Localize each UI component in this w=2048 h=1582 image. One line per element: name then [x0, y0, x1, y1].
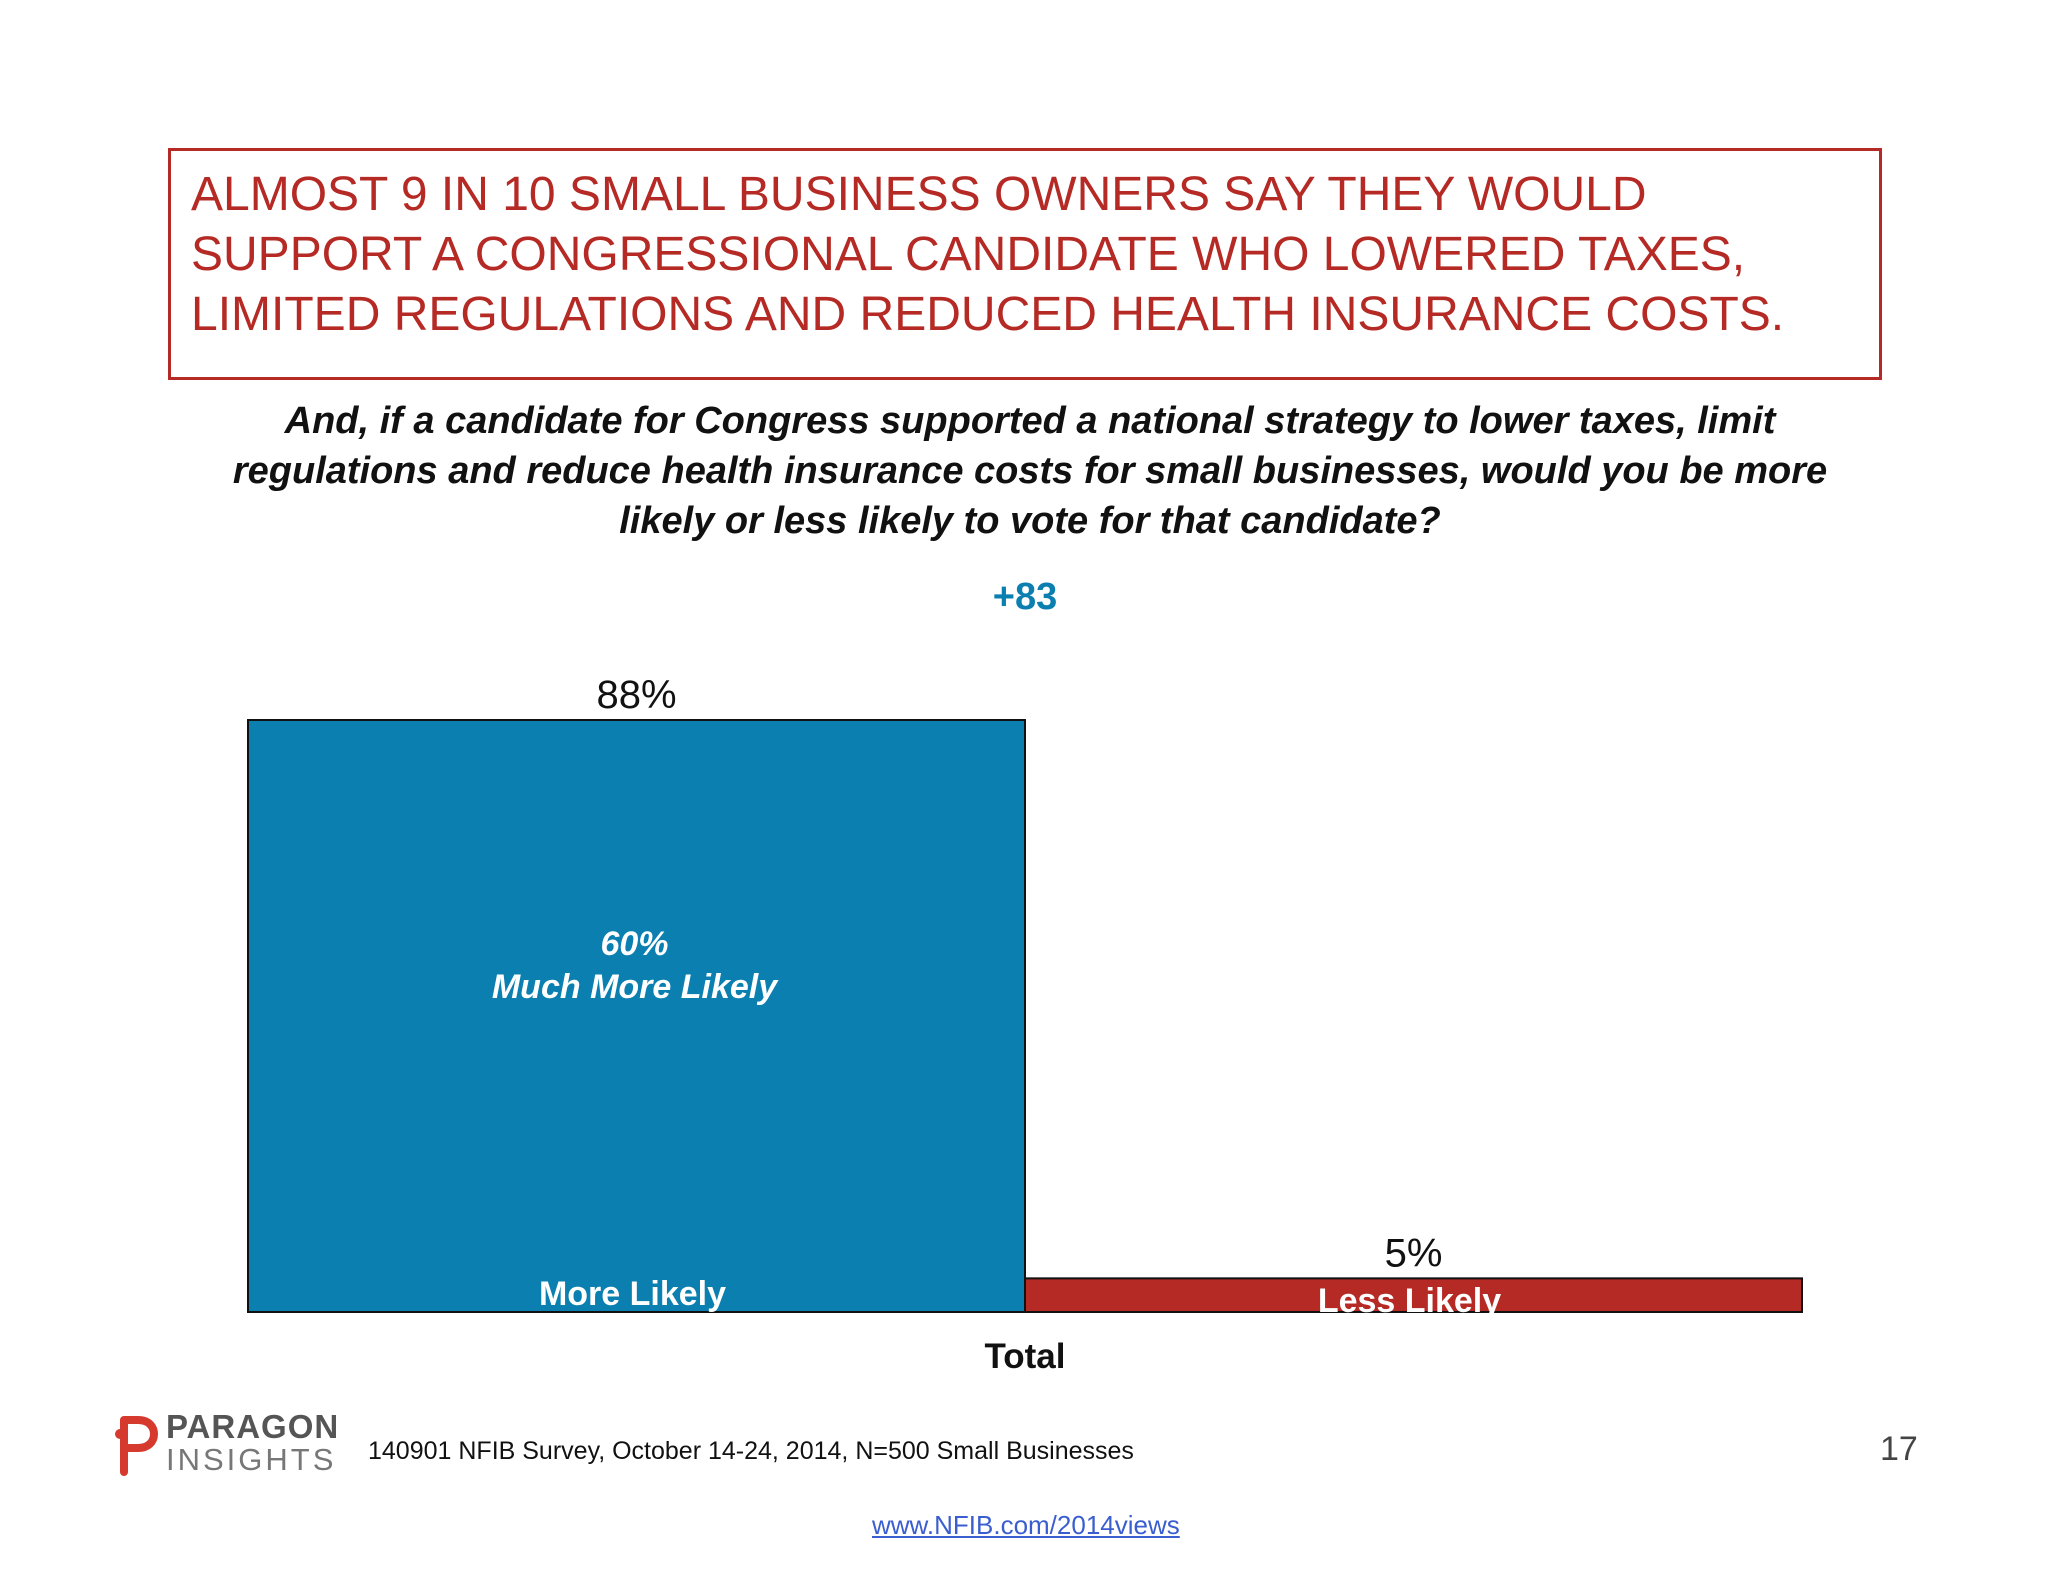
x-axis-label: Total: [984, 1337, 1065, 1376]
inner-value-label-more-likely: 60%: [600, 925, 668, 963]
logo-wordmark-bottom: INSIGHTS: [166, 1442, 337, 1477]
paragon-insights-logo: PARAGON INSIGHTS: [112, 1410, 338, 1481]
bar-more-likely: [247, 719, 1026, 1313]
nfib-link[interactable]: www.NFIB.com/2014views: [872, 1510, 1180, 1540]
net-score: +83: [992, 576, 1058, 618]
page-number: 17: [1880, 1430, 1918, 1468]
bar-label-less-likely: Less Likely: [1318, 1282, 1501, 1320]
inner-text-more-likely: Much More Likely: [492, 968, 779, 1006]
value-label-more-likely: 88%: [596, 673, 676, 717]
survey-question: And, if a candidate for Congress support…: [232, 400, 1828, 542]
bar-less-likely: [1024, 1277, 1803, 1314]
headline: ALMOST 9 IN 10 SMALL BUSINESS OWNERS SAY…: [191, 168, 1785, 341]
bar-label-more-likely: More Likely: [539, 1275, 726, 1313]
paragon-p-icon: [115, 1416, 158, 1476]
logo-wordmark-top: PARAGON: [166, 1408, 340, 1445]
headline-box: ALMOST 9 IN 10 SMALL BUSINESS OWNERS SAY…: [168, 148, 1882, 380]
source-note: 140901 NFIB Survey, October 14-24, 2014,…: [368, 1437, 1134, 1465]
value-label-less-likely: 5%: [1385, 1231, 1443, 1275]
